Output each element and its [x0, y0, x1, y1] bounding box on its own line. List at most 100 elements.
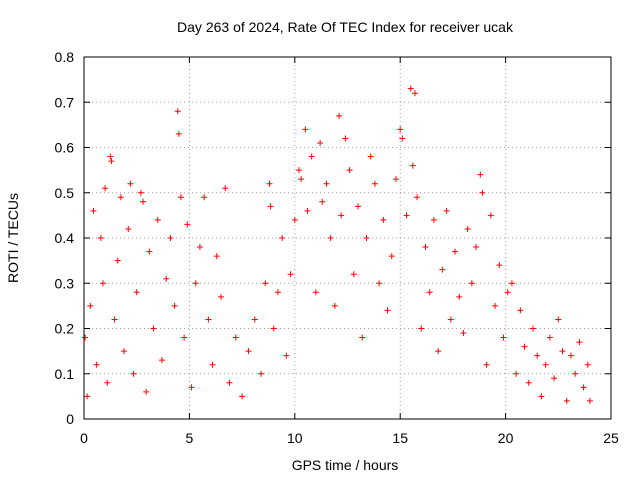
data-point — [140, 198, 147, 205]
data-point — [181, 334, 188, 341]
data-point — [90, 207, 97, 214]
data-point — [331, 302, 338, 309]
data-point — [174, 108, 181, 115]
data-point — [258, 370, 265, 377]
x-tick-label: 15 — [392, 430, 408, 446]
data-point — [130, 370, 137, 377]
data-point — [376, 280, 383, 287]
y-axis-label: ROTI / TECUs — [5, 193, 21, 283]
data-point — [555, 316, 562, 323]
data-point — [452, 248, 459, 255]
data-point — [500, 334, 507, 341]
data-point — [487, 212, 494, 219]
data-point — [143, 388, 150, 395]
data-point — [538, 393, 545, 400]
grid-lines — [84, 57, 611, 419]
data-point — [319, 198, 326, 205]
data-point — [572, 370, 579, 377]
data-point — [196, 244, 203, 251]
data-point — [327, 235, 334, 241]
data-point — [287, 271, 294, 278]
data-point — [435, 348, 442, 355]
data-point — [150, 325, 157, 332]
axis-ticks: 0 5 10 15 20 25 0 0.1 0.2 0.3 0.4 0.5 0.6 0.7 0.8 — [55, 49, 619, 446]
data-point — [546, 334, 553, 341]
chart-title: Day 263 of 2024, Rate Of TEC Index for r… — [177, 19, 514, 35]
data-point — [201, 194, 208, 201]
data-point — [188, 384, 195, 391]
data-point — [245, 348, 252, 355]
data-point — [87, 302, 94, 309]
data-point — [104, 379, 111, 386]
data-point — [167, 235, 174, 241]
data-point — [411, 90, 418, 97]
data-point — [323, 180, 330, 187]
data-point — [403, 212, 410, 219]
data-point — [473, 244, 480, 251]
data-point — [205, 316, 212, 323]
data-point — [267, 203, 274, 210]
data-point — [336, 112, 343, 119]
data-point — [525, 379, 532, 386]
data-point — [108, 158, 115, 165]
data-point — [158, 357, 165, 364]
y-tick-label: 0.7 — [55, 94, 75, 110]
data-point — [251, 316, 258, 323]
data-point — [407, 85, 414, 92]
data-point — [270, 325, 277, 332]
x-tick-label: 25 — [603, 430, 619, 446]
data-point — [439, 266, 446, 273]
data-point — [177, 194, 184, 201]
data-point — [363, 235, 370, 241]
data-point — [567, 352, 574, 359]
y-tick-label: 0.5 — [55, 185, 75, 201]
data-point — [350, 271, 357, 278]
data-point — [175, 130, 182, 137]
data-point — [479, 189, 486, 196]
data-point — [492, 302, 499, 309]
data-point — [392, 176, 399, 183]
data-point — [397, 126, 404, 133]
data-point — [359, 334, 366, 341]
data-point — [209, 361, 216, 368]
data-point — [542, 361, 549, 368]
data-point — [102, 185, 109, 192]
data-point — [456, 293, 463, 300]
data-point — [460, 330, 467, 337]
data-point — [367, 153, 374, 160]
data-point — [117, 194, 124, 201]
data-point — [563, 397, 570, 404]
data-point — [380, 216, 387, 223]
x-axis-label: GPS time / hours — [292, 457, 399, 473]
data-point — [82, 334, 89, 341]
data-point — [530, 325, 537, 332]
data-point — [443, 207, 450, 214]
data-point — [308, 153, 315, 160]
data-point — [388, 253, 395, 260]
y-tick-label: 0.8 — [55, 49, 75, 65]
data-point — [192, 280, 199, 287]
data-point — [483, 361, 490, 368]
data-point — [414, 194, 421, 201]
data-point — [107, 153, 114, 160]
data-point — [418, 325, 425, 332]
data-point — [239, 393, 246, 400]
data-point — [279, 235, 286, 241]
data-point — [342, 135, 349, 142]
data-point — [422, 244, 429, 251]
data-point — [114, 257, 121, 264]
data-point — [125, 225, 132, 232]
data-point — [226, 379, 233, 386]
y-tick-label: 0.3 — [55, 275, 75, 291]
data-point — [426, 289, 433, 296]
data-point — [517, 307, 524, 314]
data-point — [171, 302, 178, 309]
data-point — [468, 280, 475, 287]
data-point — [513, 370, 520, 377]
data-point — [99, 280, 106, 287]
x-tick-label: 5 — [186, 430, 194, 446]
data-point — [534, 352, 541, 359]
data-point — [274, 289, 281, 296]
data-point — [262, 280, 269, 287]
data-point — [384, 307, 391, 314]
